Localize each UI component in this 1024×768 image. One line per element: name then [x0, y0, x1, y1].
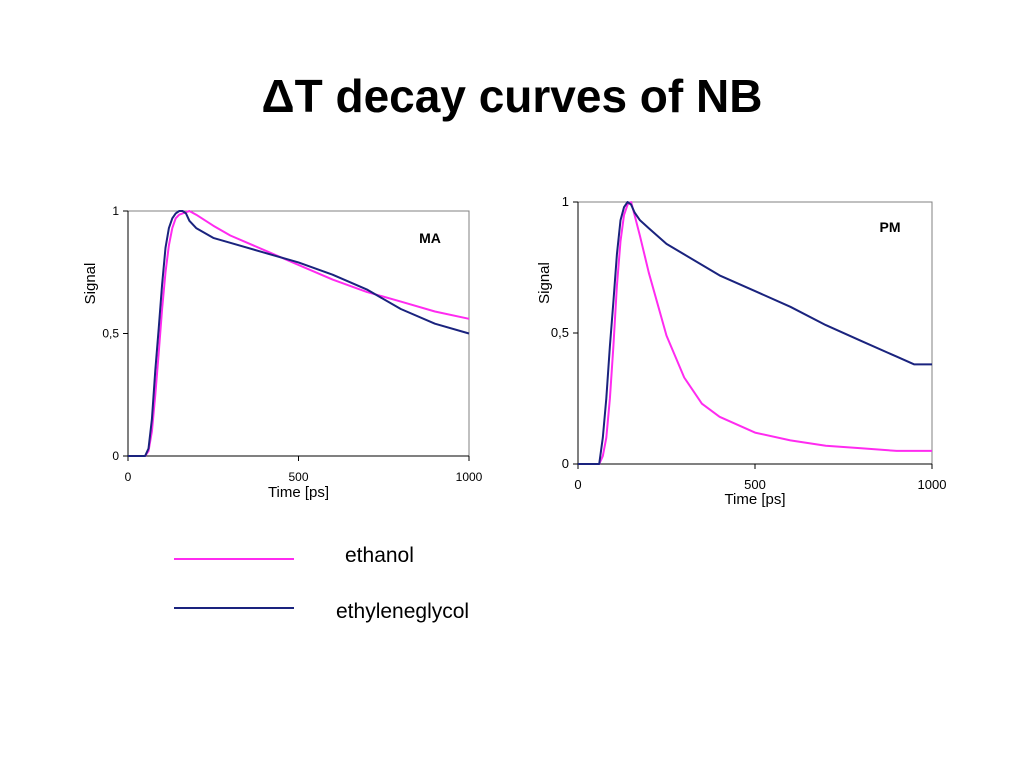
chart-annotation: MA	[419, 230, 441, 246]
x-tick-label: 500	[744, 477, 766, 492]
y-tick-label: 0,5	[551, 325, 569, 340]
plot-area	[577, 201, 933, 465]
series-line-ethyleneglycol	[578, 201, 932, 465]
chart-annotation: PM	[880, 219, 901, 235]
x-axis-label: Time [ps]	[724, 491, 785, 508]
series-line-ethanol	[578, 201, 932, 465]
x-axis-label: Time [ps]	[268, 484, 329, 501]
y-axis-label: Signal	[536, 262, 553, 304]
x-tick-label: 500	[288, 470, 308, 484]
y-tick-label: 1	[562, 194, 569, 209]
y-axis-label: Signal	[82, 263, 99, 305]
x-tick-label: 0	[125, 470, 132, 484]
y-tick-label: 0	[562, 456, 569, 471]
y-tick-label: 0	[112, 449, 119, 463]
x-tick-label: 1000	[918, 477, 947, 492]
series-line-ethanol	[128, 210, 470, 457]
slide-title: ΔT decay curves of NB	[261, 70, 763, 122]
y-tick-label: 1	[112, 204, 119, 218]
x-tick-label: 1000	[456, 470, 483, 484]
y-tick-label: 0,5	[102, 327, 119, 341]
x-tick-label: 0	[574, 477, 581, 492]
series-line-ethyleneglycol	[128, 210, 470, 457]
